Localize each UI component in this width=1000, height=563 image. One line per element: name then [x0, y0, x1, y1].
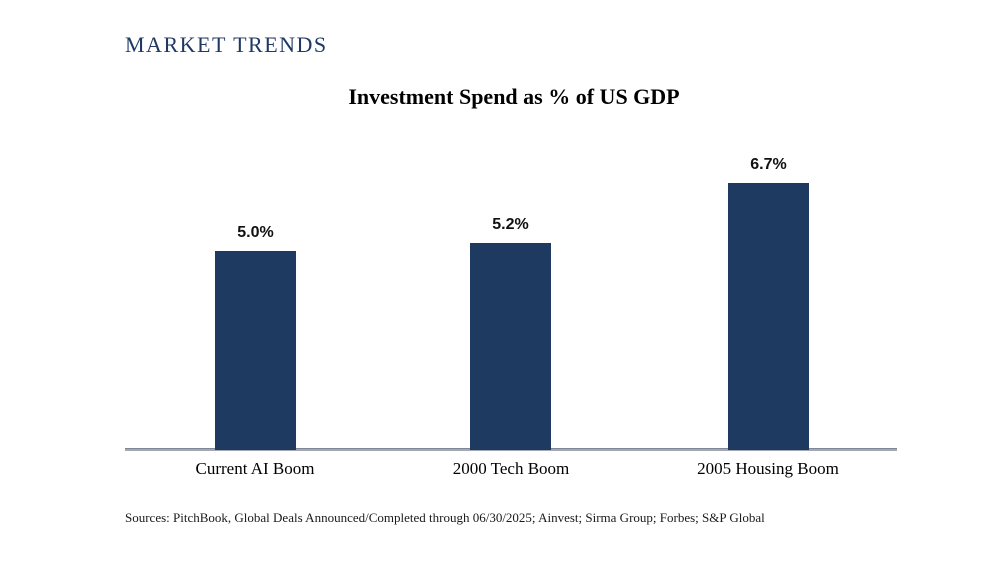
bar-group-current-ai-boom: 5.0% [215, 224, 296, 450]
sources-note: Sources: PitchBook, Global Deals Announc… [125, 510, 765, 525]
bar-value-label: 5.2% [492, 216, 529, 233]
bar-2000-tech-boom [470, 243, 551, 450]
x-axis-label: Current AI Boom [195, 459, 315, 478]
chart-title: Investment Spend as % of US GDP [348, 84, 680, 109]
x-axis-label: 2005 Housing Boom [697, 459, 839, 478]
bar-group-2005-housing-boom: 6.7% [728, 156, 809, 450]
bar-value-label: 6.7% [750, 156, 787, 173]
bar-value-label: 5.0% [237, 224, 274, 241]
bar-current-ai-boom [215, 251, 296, 450]
page-title: MARKET TRENDS [125, 32, 328, 57]
bar-2005-housing-boom [728, 183, 809, 450]
x-axis-label: 2000 Tech Boom [452, 459, 570, 478]
bar-group-2000-tech-boom: 5.2% [470, 216, 551, 450]
